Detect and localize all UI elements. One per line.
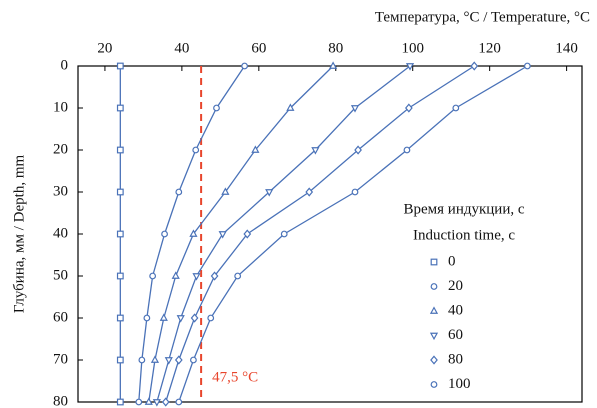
marker: [159, 313, 168, 321]
x-tick-label: 140: [555, 40, 578, 56]
marker: [176, 315, 185, 323]
marker: [207, 314, 215, 322]
marker: [116, 146, 124, 154]
x-tick-label: 40: [174, 40, 189, 56]
marker: [175, 188, 183, 196]
marker: [470, 61, 479, 71]
y-axis-label: Глубина, мм / Depth, mm: [11, 155, 27, 314]
legend-label: 40: [448, 302, 463, 318]
y-tick-label: 20: [53, 141, 68, 157]
legend-label: 80: [448, 351, 463, 367]
marker: [350, 105, 360, 113]
marker: [251, 145, 260, 153]
x-tick-label: 100: [401, 40, 424, 56]
marker: [241, 62, 248, 70]
marker: [138, 356, 146, 364]
marker: [221, 187, 230, 195]
marker: [286, 103, 295, 111]
marker: [311, 147, 320, 155]
y-tick-label: 70: [53, 351, 68, 367]
marker: [234, 272, 242, 280]
marker: [149, 272, 157, 280]
marker: [213, 104, 220, 112]
marker: [116, 104, 124, 112]
series-line: [148, 65, 334, 403]
marker: [174, 355, 183, 365]
marker: [116, 62, 124, 70]
marker: [430, 355, 438, 365]
legend-label: 60: [448, 327, 463, 343]
marker: [164, 357, 173, 365]
marker: [429, 332, 439, 341]
marker: [280, 230, 288, 238]
marker: [354, 145, 362, 155]
marker: [116, 356, 124, 364]
marker: [210, 271, 219, 281]
reference-label: 47,5 °C: [212, 369, 258, 385]
marker: [171, 271, 180, 279]
chart-title: Температура, °C / Temperature, °C: [375, 9, 590, 25]
marker: [192, 273, 201, 281]
marker: [265, 189, 274, 197]
marker: [403, 146, 411, 154]
y-tick-label: 0: [61, 57, 69, 73]
marker: [190, 313, 199, 323]
marker: [116, 230, 124, 238]
marker: [243, 229, 252, 239]
marker: [116, 188, 124, 196]
legend-title: Induction time, с: [413, 227, 515, 243]
x-tick-label: 80: [328, 40, 343, 56]
marker: [143, 314, 151, 322]
marker: [135, 398, 143, 406]
x-tick-label: 120: [478, 40, 501, 56]
marker: [405, 63, 415, 71]
marker: [116, 398, 124, 406]
marker: [161, 397, 170, 407]
marker: [328, 61, 338, 69]
x-tick-label: 60: [251, 40, 266, 56]
marker: [116, 314, 124, 322]
marker: [429, 306, 439, 314]
marker: [452, 104, 460, 112]
marker: [116, 272, 124, 280]
y-tick-label: 40: [53, 225, 68, 241]
marker: [161, 230, 168, 238]
marker: [351, 188, 359, 196]
y-tick-label: 60: [53, 309, 68, 325]
marker: [190, 356, 197, 364]
marker: [430, 258, 438, 266]
marker: [192, 146, 200, 154]
marker: [430, 283, 438, 290]
y-tick-label: 10: [53, 99, 68, 115]
y-tick-label: 30: [53, 183, 68, 199]
legend-label: 0: [448, 253, 456, 269]
marker: [150, 355, 160, 363]
marker: [152, 399, 161, 407]
marker: [175, 398, 183, 406]
x-tick-label: 20: [97, 40, 112, 56]
marker: [405, 103, 413, 113]
legend-label: 20: [448, 278, 463, 294]
marker: [430, 381, 438, 388]
marker: [218, 231, 227, 239]
y-tick-label: 80: [53, 393, 68, 408]
marker: [144, 397, 153, 405]
marker: [523, 62, 531, 70]
marker: [189, 229, 198, 237]
legend-title: Время индукции, с: [403, 201, 524, 217]
legend-label: 100: [448, 376, 471, 392]
marker: [305, 187, 314, 197]
y-tick-label: 50: [53, 267, 68, 283]
